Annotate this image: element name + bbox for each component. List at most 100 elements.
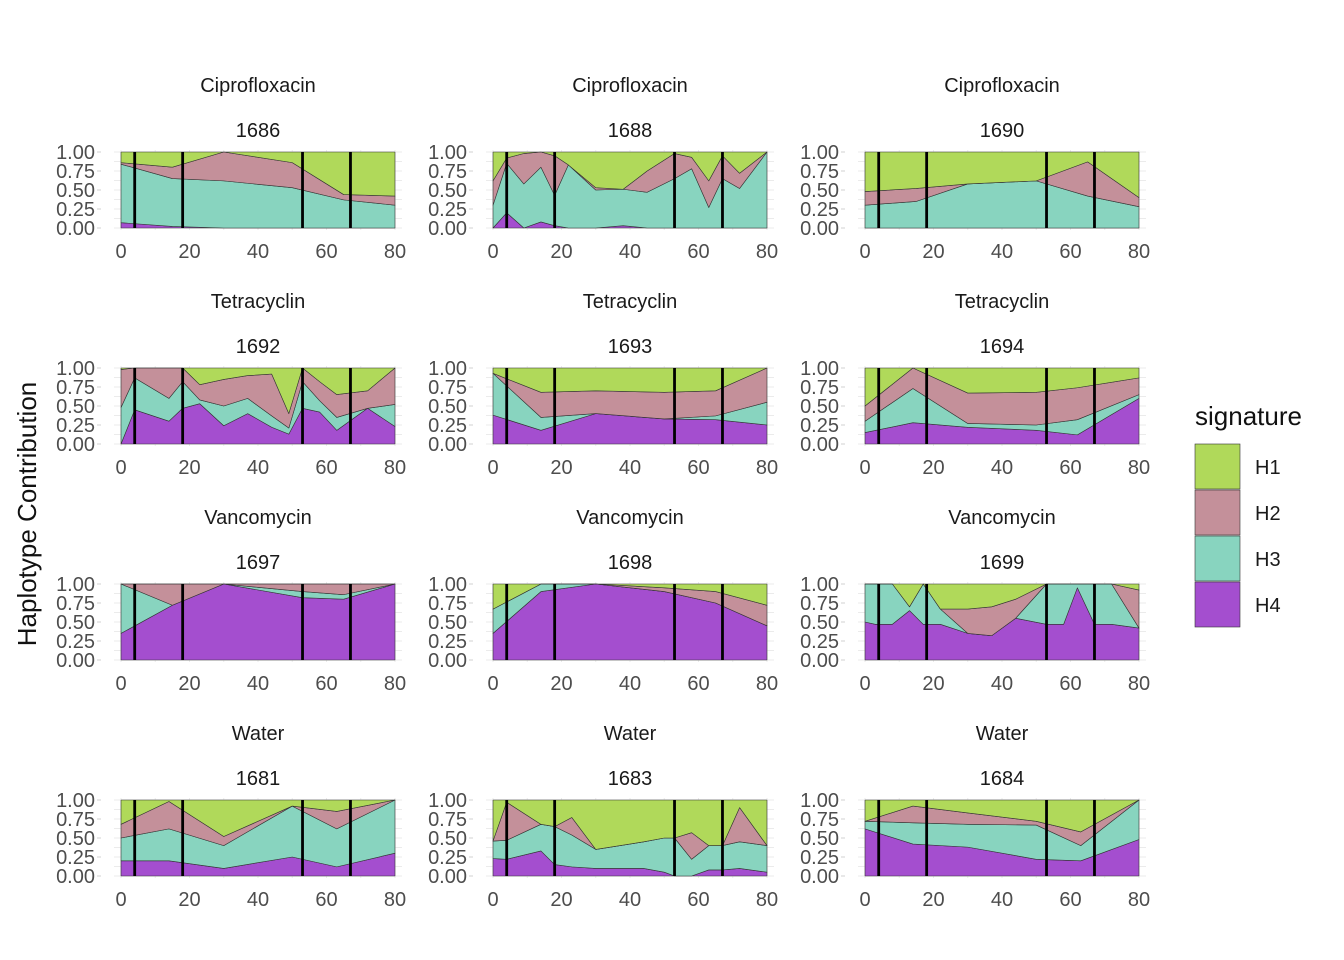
y-tick-label: 1.00: [800, 142, 839, 164]
y-tick-label: 0.25: [56, 631, 95, 653]
area-h1: [864, 151, 1140, 198]
area-h1: [864, 583, 1140, 610]
panel-id-label: 1684: [980, 768, 1025, 790]
area-h1: [492, 151, 768, 190]
y-tick-label: 0.75: [56, 809, 95, 831]
panel-treatment-label: Ciprofloxacin: [572, 75, 688, 97]
x-tick-label: 40: [619, 457, 641, 479]
y-tick-label: 0.75: [428, 377, 467, 399]
y-tick-label: 0.50: [800, 612, 839, 634]
y-tick-label: 0.00: [56, 866, 95, 888]
y-tick-label: 1.00: [428, 574, 467, 596]
panel-id-label: 1690: [980, 120, 1025, 142]
y-tick-label: 0.25: [428, 631, 467, 653]
panel-1684: Water 1684 0.000.250.500.751.00 0 20 40 60 80: [800, 723, 1150, 911]
panel-id-label: 1692: [236, 336, 281, 358]
legend-key-h4: [1194, 581, 1241, 628]
x-tick-label: 40: [247, 673, 269, 695]
x-tick-label: 80: [1128, 241, 1150, 263]
x-tick-label: 80: [1128, 673, 1150, 695]
y-tick-label: 0.75: [56, 377, 95, 399]
y-tick-label: 1.00: [428, 790, 467, 812]
panel-treatment-label: Ciprofloxacin: [200, 75, 316, 97]
x-tick-label: 20: [922, 889, 944, 911]
x-tick-label: 40: [247, 889, 269, 911]
y-tick-label: 0.00: [56, 650, 95, 672]
x-tick-label: 40: [991, 241, 1013, 263]
y-tick-label: 0.75: [800, 809, 839, 831]
x-tick-label: 20: [178, 889, 200, 911]
x-tick-label: 0: [859, 457, 870, 479]
y-tick-label: 0.25: [56, 199, 95, 221]
x-tick-label: 20: [922, 673, 944, 695]
y-tick-label: 0.00: [56, 218, 95, 240]
x-tick-label: 40: [991, 673, 1013, 695]
x-tick-label: 60: [315, 673, 337, 695]
y-tick-label: 0.00: [428, 218, 467, 240]
y-tick-label: 0.25: [56, 415, 95, 437]
x-tick-label: 80: [756, 889, 778, 911]
panel-id-label: 1694: [980, 336, 1025, 358]
x-tick-label: 60: [315, 241, 337, 263]
x-tick-label: 0: [487, 889, 498, 911]
legend: signature H1 H2 H3 H4: [1194, 401, 1302, 628]
legend-key-h3: [1194, 535, 1241, 582]
panel-treatment-label: Vancomycin: [576, 507, 683, 529]
y-tick-label: 0.25: [800, 847, 839, 869]
y-tick-label: 0.25: [428, 415, 467, 437]
x-tick-label: 20: [550, 889, 572, 911]
panel-treatment-label: Tetracyclin: [955, 291, 1049, 313]
y-tick-label: 0.25: [428, 199, 467, 221]
legend-label-h1: H1: [1255, 457, 1281, 479]
x-tick-label: 40: [247, 241, 269, 263]
panel-1698: Vancomycin 1698 0.000.250.500.751.00 0 20 40 6…: [428, 507, 778, 695]
panel-1688: Ciprofloxacin 1688 0.000.250.500.751.00 0 20…: [428, 75, 778, 263]
y-tick-label: 1.00: [428, 142, 467, 164]
y-tick-label: 0.00: [800, 650, 839, 672]
x-tick-label: 20: [178, 457, 200, 479]
legend-key-h1: [1194, 443, 1241, 490]
y-tick-label: 0.50: [428, 396, 467, 418]
x-tick-label: 20: [550, 241, 572, 263]
y-tick-label: 0.25: [800, 199, 839, 221]
panel-1683: Water 1683 0.000.250.500.751.00 0 20 40 60 80: [428, 723, 778, 911]
x-tick-label: 20: [922, 241, 944, 263]
y-tick-label: 0.50: [428, 612, 467, 634]
x-tick-label: 80: [1128, 457, 1150, 479]
panel-treatment-label: Tetracyclin: [211, 291, 305, 313]
y-tick-label: 0.50: [56, 396, 95, 418]
x-tick-label: 60: [687, 889, 709, 911]
x-tick-label: 80: [384, 241, 406, 263]
y-tick-label: 0.50: [428, 180, 467, 202]
x-tick-label: 40: [619, 673, 641, 695]
y-tick-label: 0.00: [56, 434, 95, 456]
panel-id-label: 1698: [608, 552, 653, 574]
panel-id-label: 1681: [236, 768, 281, 790]
x-tick-label: 20: [178, 673, 200, 695]
y-tick-label: 0.25: [56, 847, 95, 869]
panel-1690: Ciprofloxacin 1690 0.000.250.500.751.00 0 20…: [800, 75, 1150, 263]
area-h1: [120, 799, 396, 837]
y-tick-label: 1.00: [56, 574, 95, 596]
x-tick-label: 80: [756, 457, 778, 479]
x-tick-label: 80: [384, 457, 406, 479]
y-tick-label: 0.25: [800, 631, 839, 653]
panel-id-label: 1693: [608, 336, 653, 358]
x-tick-label: 20: [550, 673, 572, 695]
x-tick-label: 60: [687, 457, 709, 479]
x-tick-label: 80: [756, 673, 778, 695]
x-tick-label: 60: [687, 673, 709, 695]
area-h1: [864, 799, 1140, 833]
panel-1694: Tetracyclin 1694 0.000.250.500.751.00 0 20 40…: [800, 291, 1150, 479]
y-tick-label: 0.50: [56, 828, 95, 850]
y-tick-label: 0.25: [800, 415, 839, 437]
y-tick-label: 0.00: [428, 650, 467, 672]
x-tick-label: 20: [550, 457, 572, 479]
y-tick-label: 0.00: [800, 434, 839, 456]
x-tick-label: 0: [115, 889, 126, 911]
area-h1: [492, 367, 768, 393]
y-tick-label: 0.75: [800, 593, 839, 615]
y-tick-label: 0.75: [800, 377, 839, 399]
y-axis-label: Haplotype Contribution: [12, 382, 42, 647]
